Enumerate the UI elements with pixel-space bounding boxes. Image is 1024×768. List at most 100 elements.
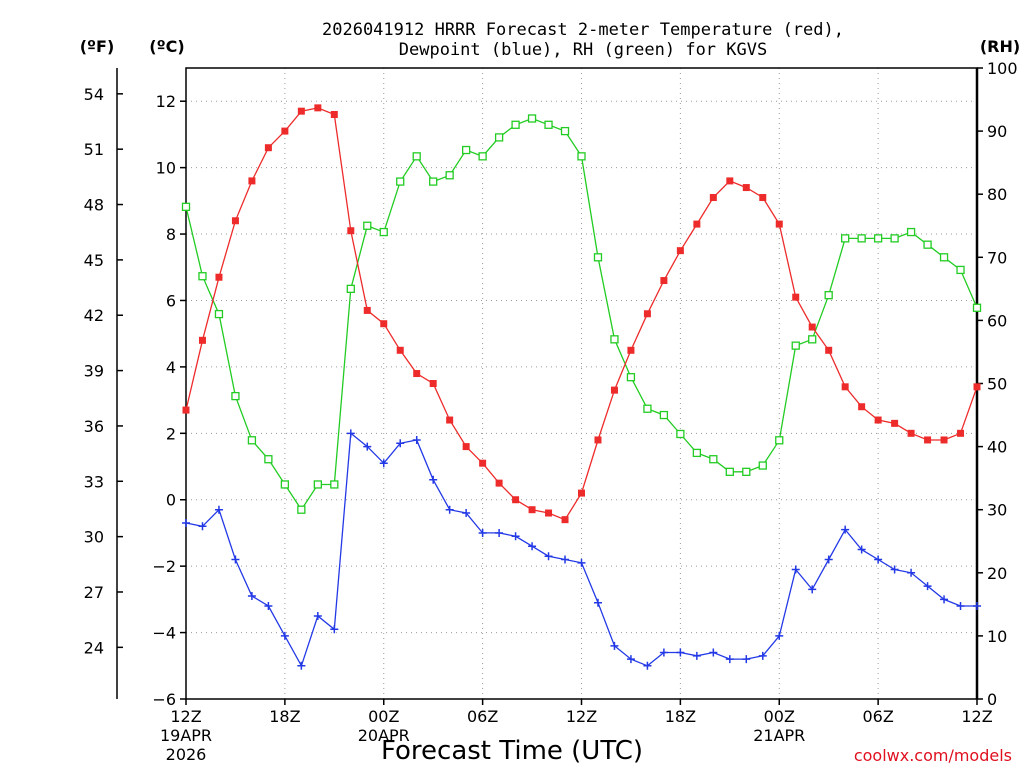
- 2-meter-temperature-point: [462, 443, 470, 451]
- 2-meter-temperature-point: [512, 496, 520, 504]
- relative-humidity-point: [857, 234, 866, 243]
- relative-humidity-point: [610, 335, 619, 344]
- dewpoint-point: [214, 505, 223, 514]
- 2-meter-temperature-point: [297, 107, 305, 115]
- 2-meter-temperature-point: [627, 346, 635, 354]
- 2-meter-temperature-point: [858, 403, 866, 411]
- 2-meter-temperature-point: [726, 177, 734, 185]
- dewpoint-point: [610, 641, 619, 650]
- date-label: 20APR: [358, 726, 410, 745]
- relative-humidity-point: [692, 448, 702, 458]
- relative-humidity-point: [659, 410, 669, 420]
- relative-humidity-point: [709, 455, 718, 464]
- relative-humidity-point: [626, 373, 636, 382]
- fahrenheit-tick-label: 54: [84, 85, 104, 104]
- 2-meter-temperature-point: [874, 416, 882, 424]
- relative-humidity-point: [379, 227, 388, 237]
- relative-humidity-point: [841, 234, 850, 243]
- 2-meter-temperature-point: [561, 516, 569, 524]
- date-label: 21APR: [753, 726, 805, 745]
- dewpoint-point: [808, 585, 817, 594]
- relative-humidity-point: [247, 436, 257, 445]
- grid-lines: [186, 68, 977, 699]
- dewpoint-point: [429, 475, 438, 484]
- relative-humidity-point: [231, 391, 240, 401]
- rh-tick-label: 0: [987, 690, 997, 709]
- dewpoint-point: [330, 625, 339, 634]
- time-tick-label: 18Z: [665, 707, 696, 726]
- 2-meter-temperature-point: [808, 323, 816, 331]
- 2-meter-temperature-point: [314, 104, 322, 112]
- fahrenheit-tick-label: 30: [84, 528, 104, 547]
- fahrenheit-tick-label: 48: [84, 196, 104, 215]
- relative-humidity-point: [313, 480, 322, 489]
- 2-meter-temperature-point: [792, 293, 800, 301]
- relative-humidity-point: [264, 455, 273, 464]
- dewpoint-point: [725, 655, 734, 664]
- celsius-tick-label: 8: [166, 225, 176, 244]
- 2-meter-temperature-point: [973, 383, 981, 391]
- time-tick-label: 00Z: [764, 707, 795, 726]
- 2-meter-temperature-point: [693, 220, 701, 228]
- relative-humidity-point: [330, 480, 339, 489]
- relative-humidity-point: [824, 291, 833, 300]
- relative-humidity-point: [527, 114, 537, 123]
- x-axis-label: Forecast Time (UTC): [381, 736, 643, 766]
- fahrenheit-tick-label: 27: [84, 583, 104, 602]
- dewpoint-point: [363, 442, 372, 451]
- 2-meter-temperature-point: [215, 273, 223, 281]
- dewpoint-point: [544, 552, 553, 561]
- fahrenheit-tick-label: 39: [84, 362, 104, 381]
- celsius-tick-label: 6: [166, 291, 176, 310]
- dewpoint-point: [923, 582, 932, 591]
- 2-meter-temperature-point: [330, 110, 338, 118]
- series-layer: [181, 104, 982, 670]
- time-tick-label: 12Z: [170, 707, 201, 726]
- 2-meter-temperature-point: [841, 383, 849, 391]
- fahrenheit-axis: 54 51 48 45 42 39 36 33 30 27 24: [84, 85, 123, 657]
- relative-humidity-point: [494, 133, 504, 142]
- date-label: 19APR: [160, 726, 212, 745]
- fahrenheit-tick-label: 24: [84, 638, 104, 657]
- dewpoint-point: [659, 648, 668, 657]
- relative-humidity-point: [593, 253, 603, 262]
- relative-humidity-point: [511, 120, 520, 129]
- relative-humidity-point: [478, 152, 487, 161]
- celsius-tick-label: −2: [152, 557, 176, 576]
- celsius-tick-label: 10: [156, 159, 176, 178]
- 2-meter-temperature-point: [709, 194, 717, 202]
- relative-humidity-point: [429, 177, 438, 186]
- relative-humidity-point: [181, 202, 191, 211]
- dewpoint-point: [973, 602, 981, 611]
- relative-humidity-series: [181, 114, 982, 514]
- relative-humidity-point: [775, 436, 784, 445]
- dewpoint-point: [231, 555, 240, 564]
- relative-humidity-point: [544, 120, 553, 129]
- 2-meter-temperature-point: [907, 429, 915, 437]
- dewpoint-point: [841, 525, 850, 534]
- relative-humidity-point: [808, 335, 817, 344]
- dewpoint-point: [313, 611, 322, 620]
- dewpoint-point: [907, 568, 916, 577]
- 2-meter-temperature-point: [396, 346, 404, 354]
- 2-meter-temperature-point: [660, 277, 668, 285]
- dewpoint-point: [742, 655, 751, 664]
- dewpoint-point: [280, 631, 289, 640]
- rh-tick-label: 90: [987, 122, 1007, 141]
- time-tick-label: 12Z: [961, 707, 992, 726]
- dewpoint-point: [890, 565, 899, 574]
- celsius-tick-label: 12: [156, 92, 176, 111]
- rh-tick-label: 80: [987, 185, 1007, 204]
- relative-humidity-point: [972, 303, 982, 312]
- dewpoint-point: [396, 439, 405, 448]
- celsius-axis: 12 10 8 6 4 2 0 −2 −4 −6: [152, 92, 186, 709]
- 2-meter-temperature-point: [198, 336, 206, 344]
- dewpoint-point: [528, 542, 537, 551]
- dewpoint-point: [874, 555, 883, 564]
- dewpoint-point: [577, 558, 586, 567]
- relative-humidity-point: [676, 429, 685, 439]
- credit-text: coolwx.com/models: [854, 746, 1012, 765]
